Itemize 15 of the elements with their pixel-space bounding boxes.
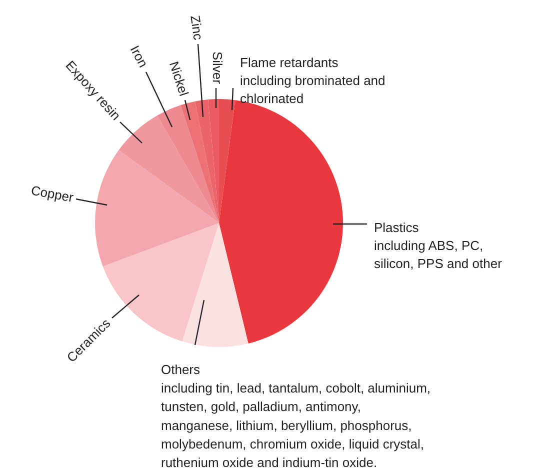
slice-label: Plastics including ABS, PC, silicon, PPS and other bbox=[374, 220, 503, 272]
pie-slice bbox=[157, 105, 219, 223]
slice-label: Flame retardants including brominated and chlorinated bbox=[240, 55, 386, 106]
slice-label: Silver bbox=[210, 51, 225, 85]
slice-label: Copper bbox=[30, 183, 76, 206]
pie-slice bbox=[195, 99, 219, 223]
pie-slice bbox=[95, 150, 219, 266]
slice-label: Others including tin, lead, tantalum, cobolt, aluminium, tunsten, gold, palladium, antimony, manganese, lithium, beryllium, phosphorus, molybedenum, chromium oxide, liquid crystal, ruthenium oxide and indium-tin oxide. bbox=[161, 362, 431, 468]
slice-label: Iron bbox=[126, 43, 151, 70]
slice-label: Zinc bbox=[187, 14, 206, 42]
pie-slice bbox=[182, 223, 248, 347]
slice-label: Nickel bbox=[166, 60, 192, 98]
pie-slice bbox=[118, 115, 219, 223]
pie-slice bbox=[180, 101, 219, 223]
pie-slice bbox=[219, 99, 236, 223]
